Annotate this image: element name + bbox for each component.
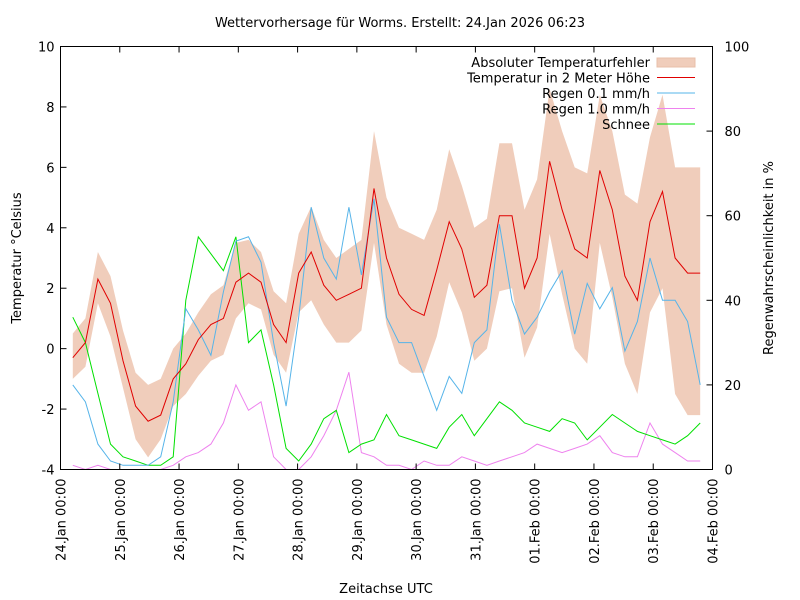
rain01-line xyxy=(72,198,701,466)
x-tick-label: 29.Jan 00:00 xyxy=(351,479,366,561)
y-tick-label: -2 xyxy=(42,403,55,418)
legend-swatch-error_band xyxy=(656,57,696,68)
y-axis-right: 0 20 40 60 80 100 xyxy=(706,41,750,479)
x-tick-label: 30.Jan 00:00 xyxy=(410,479,425,561)
legend-label-error_band: Absoluter Temperaturfehler xyxy=(471,56,650,71)
y2-tick-label: 80 xyxy=(725,125,742,140)
plot-area xyxy=(72,88,701,471)
x-tick-label: 24.Jan 00:00 xyxy=(55,479,70,561)
y2-tick-label: 100 xyxy=(725,41,750,56)
y-axis-left: -4 -2 0 2 4 6 8 10 xyxy=(38,41,67,479)
y-tick-label: 2 xyxy=(46,282,54,297)
x-tick-label: 04.Feb 00:00 xyxy=(707,479,722,564)
x-tick-label: 25.Jan 00:00 xyxy=(114,479,129,561)
y-tick-label: -4 xyxy=(42,464,55,479)
y2-axis-label: Regenwahrscheinlichkeit in % xyxy=(762,161,777,355)
legend-label-rain10: Regen 1.0 mm/h xyxy=(542,103,650,118)
x-tick-label: 28.Jan 00:00 xyxy=(292,479,307,561)
y-tick-label: 6 xyxy=(46,161,54,176)
y2-tick-label: 60 xyxy=(725,210,742,225)
rain10-line xyxy=(72,372,701,471)
y2-tick-label: 20 xyxy=(725,379,742,394)
temperature-error-band xyxy=(72,88,701,458)
legend-label-snow: Schnee xyxy=(602,118,650,133)
x-tick-label: 31.Jan 00:00 xyxy=(469,479,484,561)
x-tick-label: 26.Jan 00:00 xyxy=(173,479,188,561)
chart-title: Wettervorhersage für Worms. Erstellt: 24… xyxy=(215,16,585,31)
x-axis: 24.Jan 00:00 25.Jan 00:00 26.Jan 00:00 27.J… xyxy=(55,46,722,564)
y-axis-label: Temperatur °Celsius xyxy=(10,192,25,325)
x-tick-label: 01.Feb 00:00 xyxy=(529,479,544,564)
y-tick-label: 10 xyxy=(38,41,55,56)
x-tick-label: 03.Feb 00:00 xyxy=(647,479,662,564)
x-tick-label: 27.Jan 00:00 xyxy=(232,479,247,561)
temperature-line xyxy=(72,161,701,422)
legend-label-rain01: Regen 0.1 mm/h xyxy=(542,87,650,102)
legend-label-temperature: Temperatur in 2 Meter Höhe xyxy=(466,72,650,87)
y-tick-label: 0 xyxy=(46,343,54,358)
x-axis-label: Zeitachse UTC xyxy=(339,582,433,597)
snow-line xyxy=(72,235,701,466)
y-tick-label: 4 xyxy=(46,222,54,237)
plot-frame xyxy=(60,46,713,470)
x-tick-label: 02.Feb 00:00 xyxy=(588,479,603,564)
y-tick-label: 8 xyxy=(46,101,54,116)
y2-tick-label: 40 xyxy=(725,294,742,309)
y2-tick-label: 0 xyxy=(725,464,733,479)
